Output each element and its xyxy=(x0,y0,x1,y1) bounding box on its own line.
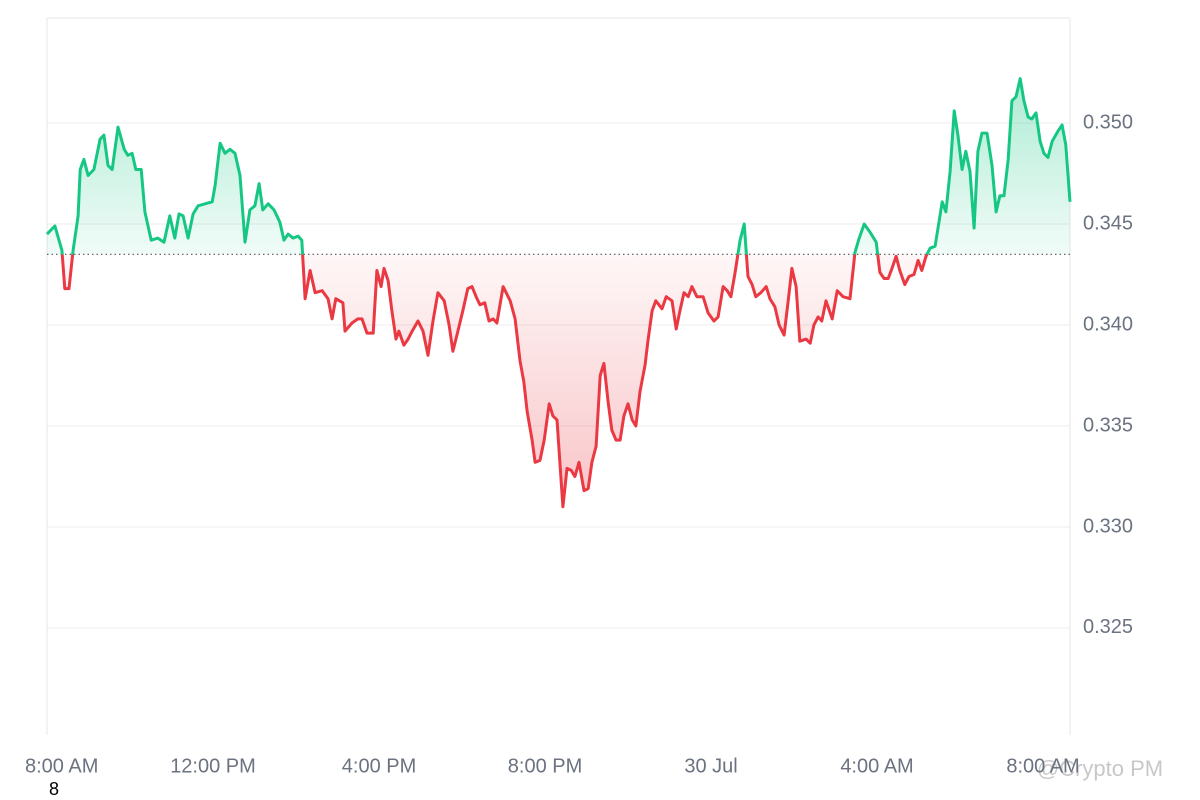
y-tick-label: 0.330 xyxy=(1083,515,1133,537)
price-line xyxy=(45,77,1072,509)
x-tick-label: 8:00 PM xyxy=(508,755,582,777)
x-tick-label: 4:00 PM xyxy=(342,755,416,777)
x-tick-label: 4:00 AM xyxy=(840,755,913,777)
x-tick-label: 8:00 AM xyxy=(25,755,98,777)
y-tick-label: 0.340 xyxy=(1083,313,1133,335)
y-tick-label: 0.350 xyxy=(1083,111,1133,133)
y-tick-label: 0.345 xyxy=(1083,212,1133,234)
annotation: 8 xyxy=(49,779,59,799)
x-tick-label: 8:00 AM xyxy=(1006,755,1079,777)
watermark: @Crypto PM xyxy=(1037,756,1163,781)
x-tick-label: 30 Jul xyxy=(684,755,737,777)
price-area xyxy=(47,78,1070,507)
y-tick-label: 0.335 xyxy=(1083,414,1133,436)
y-tick-label: 0.325 xyxy=(1083,616,1133,638)
x-tick-label: 12:00 PM xyxy=(170,755,256,777)
